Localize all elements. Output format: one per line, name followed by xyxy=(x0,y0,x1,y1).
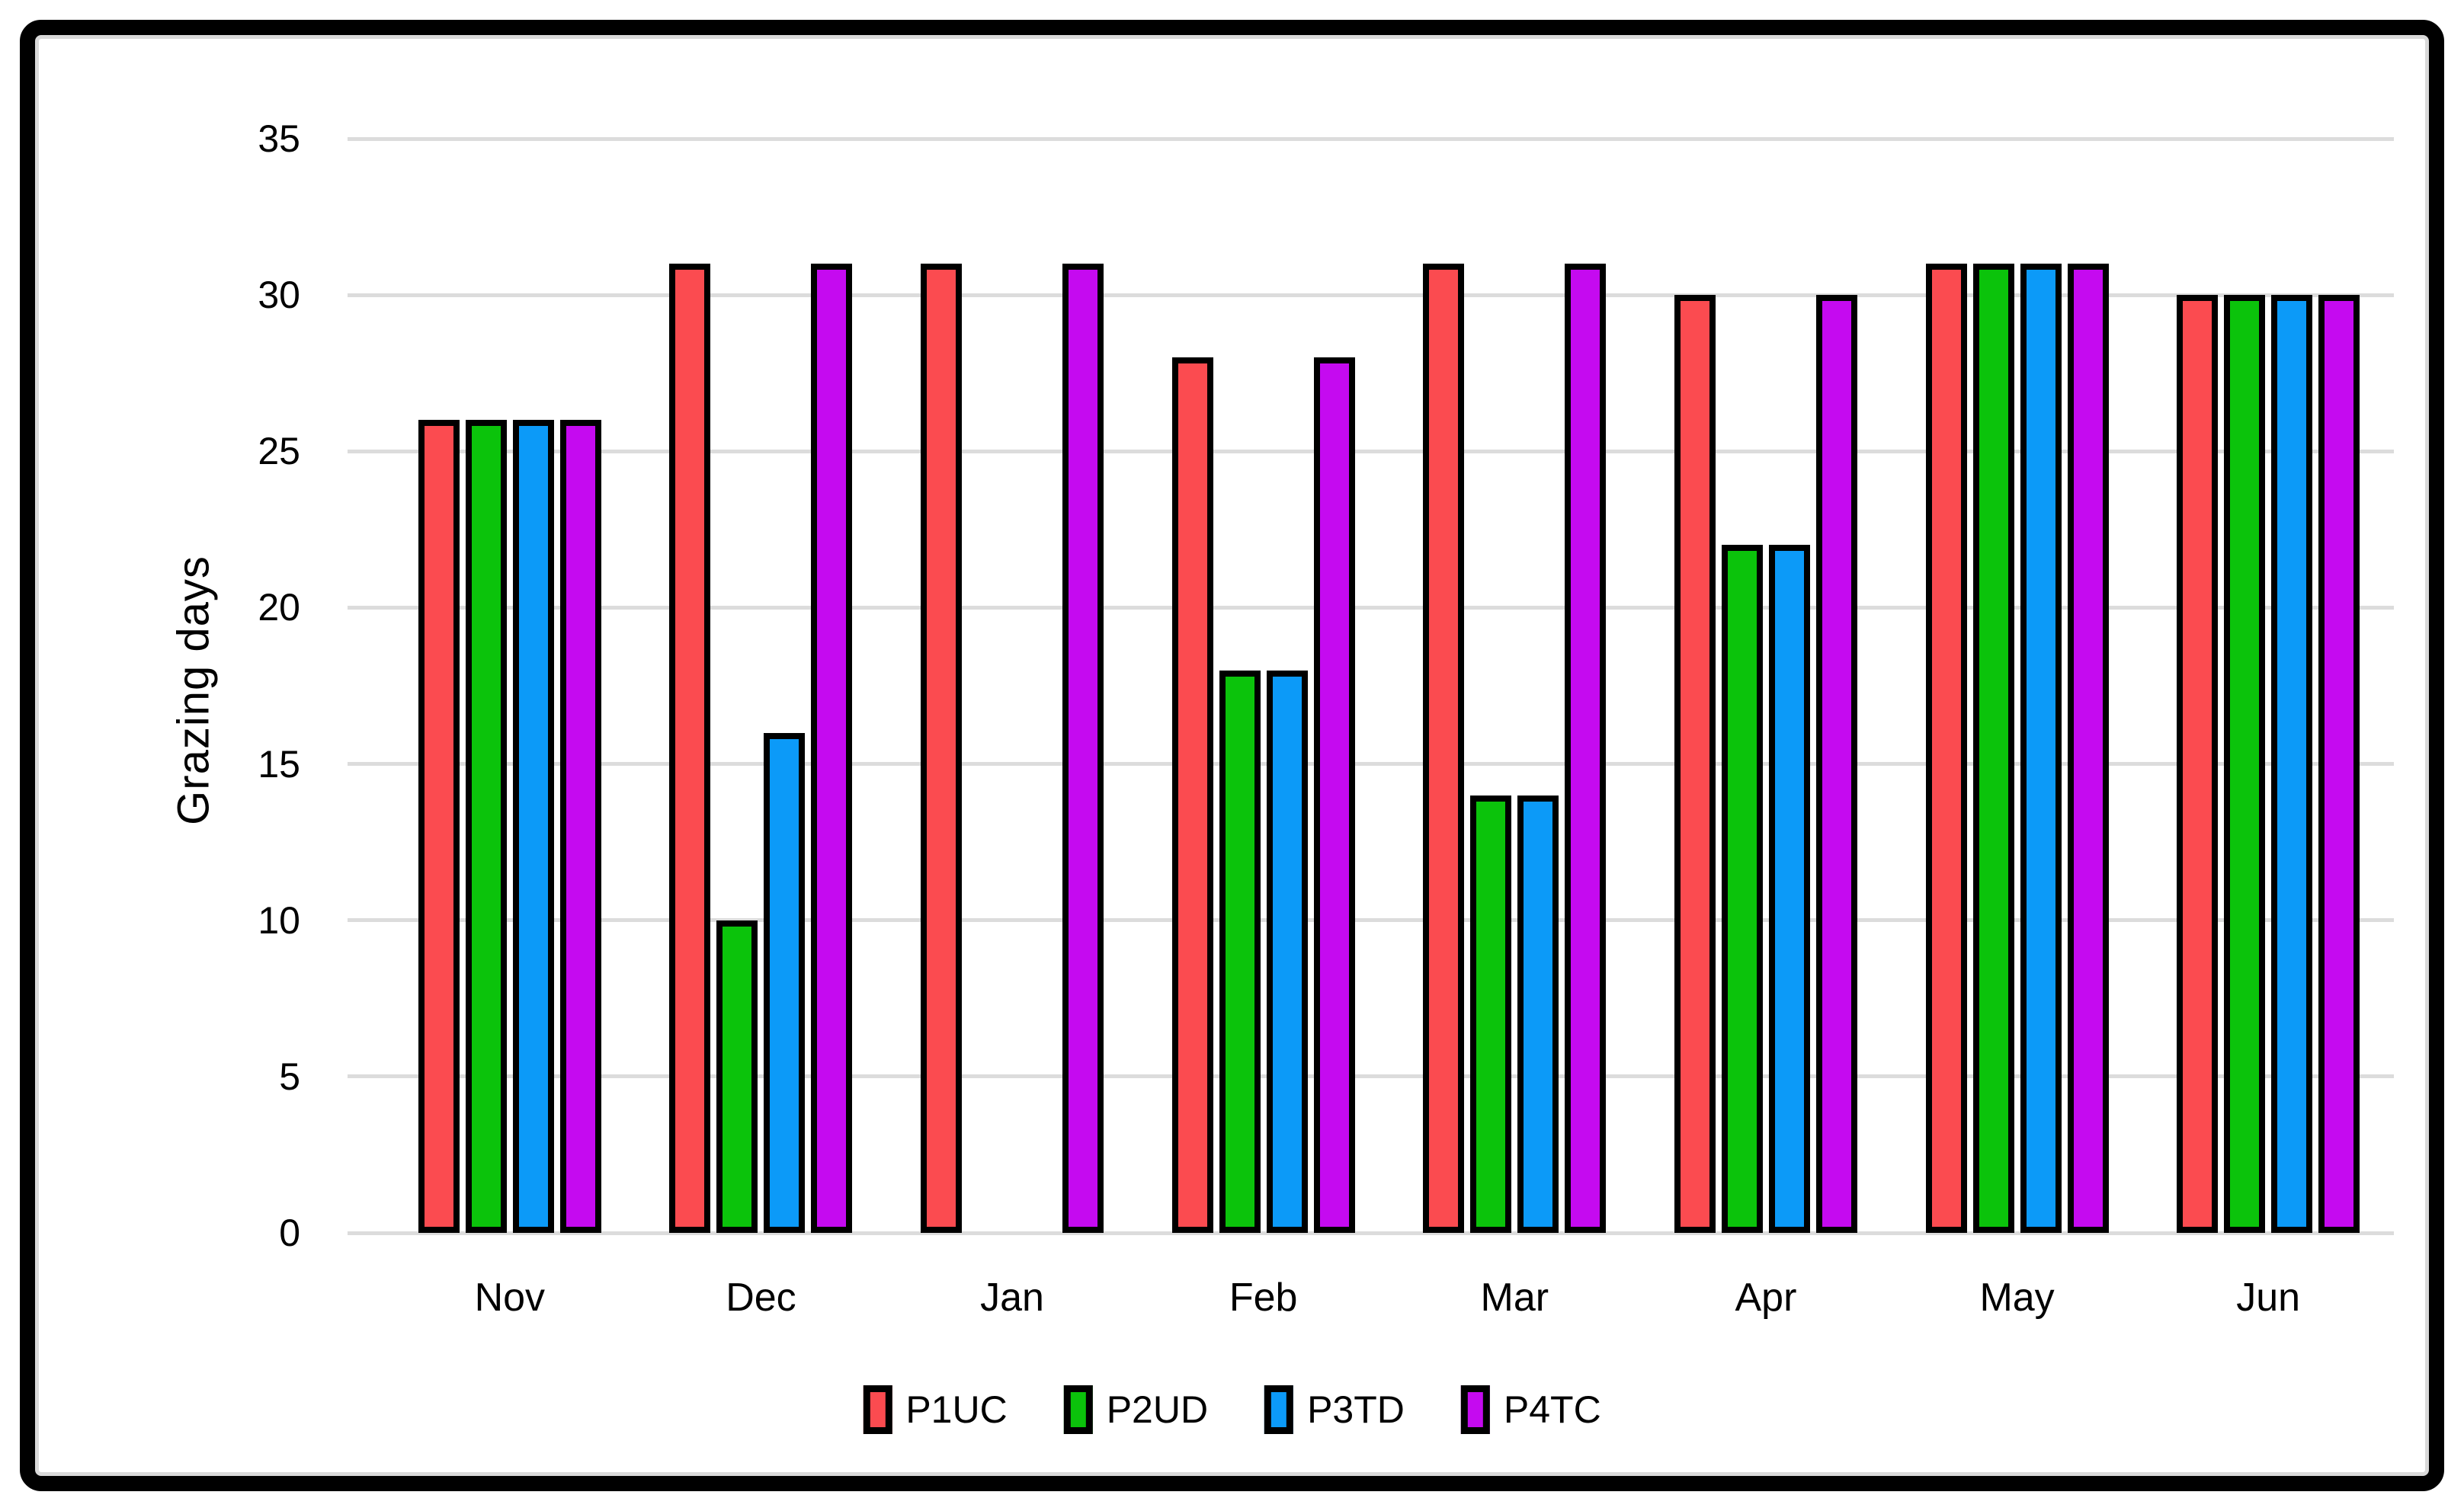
bar-p1uc-mar xyxy=(1423,264,1465,1233)
gridline-0 xyxy=(348,1231,2394,1235)
bar-p4tc-jan xyxy=(1062,264,1104,1233)
bar-p3td-feb xyxy=(1266,670,1308,1233)
x-tick-label-dec: Dec xyxy=(726,1276,796,1320)
gridline-20 xyxy=(348,605,2394,610)
bar-group-nov xyxy=(384,139,636,1233)
gridlines xyxy=(348,136,2394,1235)
bar-group-jun xyxy=(2142,139,2394,1233)
y-tick-label-20: 20 xyxy=(258,586,300,629)
bar-p1uc-may xyxy=(1925,264,1967,1233)
legend-label-p3td: P3TD xyxy=(1307,1388,1405,1431)
bar-p1uc-nov xyxy=(418,420,460,1233)
bar-p1uc-jun xyxy=(2177,295,2219,1233)
bar-group-dec xyxy=(636,139,887,1233)
bar-p2ud-may xyxy=(1972,264,2014,1233)
y-tick-label-10: 10 xyxy=(258,898,300,942)
bar-group-mar xyxy=(1389,139,1641,1233)
bar-p4tc-dec xyxy=(811,264,853,1233)
x-tick-label-jun: Jun xyxy=(2236,1276,2301,1320)
legend-item-p3td: P3TD xyxy=(1264,1385,1405,1434)
y-tick-label-25: 25 xyxy=(258,430,300,473)
bar-p1uc-apr xyxy=(1674,295,1716,1233)
bar-p4tc-mar xyxy=(1565,264,1607,1233)
y-tick-label-15: 15 xyxy=(258,742,300,786)
bar-p1uc-jan xyxy=(921,264,963,1233)
bar-p2ud-nov xyxy=(465,420,507,1233)
bar-p4tc-feb xyxy=(1313,357,1355,1233)
legend-swatch-p3td xyxy=(1264,1385,1294,1434)
legend-item-p4tc: P4TC xyxy=(1460,1385,1601,1434)
bar-p2ud-feb xyxy=(1219,670,1261,1233)
legend-swatch-p2ud xyxy=(1063,1385,1093,1434)
y-axis-title: Grazing days xyxy=(168,555,219,825)
x-tick-label-feb: Feb xyxy=(1229,1276,1298,1320)
y-tick-label-0: 0 xyxy=(279,1212,300,1254)
legend-label-p4tc: P4TC xyxy=(1503,1388,1601,1431)
bar-group-feb xyxy=(1138,139,1389,1233)
x-tick-label-nov: Nov xyxy=(474,1276,546,1320)
legend-swatch-p4tc xyxy=(1460,1385,1490,1434)
gridline-5 xyxy=(348,1074,2394,1079)
x-tick-label-mar: Mar xyxy=(1480,1276,1549,1320)
bar-p1uc-feb xyxy=(1171,357,1213,1233)
bar-group-may xyxy=(1892,139,2143,1233)
y-tick-label-35: 35 xyxy=(258,117,300,160)
gridline-30 xyxy=(348,293,2394,297)
plot-area: 0 5 10 15 20 25 30 35 xyxy=(258,120,2394,1252)
gridline-15 xyxy=(348,762,2394,767)
y-tick-label-5: 5 xyxy=(279,1055,300,1098)
legend-label-p2ud: P2UD xyxy=(1106,1388,1209,1431)
gridline-35 xyxy=(348,136,2394,141)
bar-p2ud-apr xyxy=(1721,545,1763,1233)
bar-p3td-dec xyxy=(764,732,806,1233)
legend-item-p1uc: P1UC xyxy=(863,1385,1008,1434)
bar-p2ud-jun xyxy=(2224,295,2266,1233)
bar-p4tc-jun xyxy=(2318,295,2360,1233)
gridline-10 xyxy=(348,918,2394,923)
bar-p4tc-nov xyxy=(559,420,601,1233)
y-axis-tick-labels: 0 5 10 15 20 25 30 35 xyxy=(258,120,2394,1252)
x-tick-label-apr: Apr xyxy=(1735,1276,1797,1320)
legend-item-p2ud: P2UD xyxy=(1063,1385,1209,1434)
bar-group-apr xyxy=(1640,139,1892,1233)
bar-p4tc-may xyxy=(2067,264,2109,1233)
bar-group-jan xyxy=(886,139,1138,1233)
y-tick-label-30: 30 xyxy=(258,274,300,317)
bar-p3td-mar xyxy=(1517,795,1559,1233)
bar-p4tc-apr xyxy=(1815,295,1857,1233)
bar-p3td-jun xyxy=(2271,295,2313,1233)
legend-label-p1uc: P1UC xyxy=(905,1388,1008,1431)
bar-p3td-may xyxy=(2020,264,2062,1233)
bar-p2ud-mar xyxy=(1470,795,1512,1233)
gridline-25 xyxy=(348,449,2394,453)
bar-p1uc-dec xyxy=(669,264,711,1233)
x-axis-tick-labels: Nov Dec Jan Feb Mar Apr May Jun xyxy=(384,1263,2394,1332)
chart-frame: Grazing days 0 5 10 15 20 25 30 35 Nov Dec Jan Feb… xyxy=(20,20,2444,1491)
x-tick-label-jan: Jan xyxy=(980,1276,1044,1320)
bar-groups xyxy=(384,139,2394,1233)
bar-p3td-nov xyxy=(512,420,554,1233)
x-tick-label-may: May xyxy=(1979,1276,2055,1320)
legend: P1UC P2UD P3TD P4TC xyxy=(863,1385,1601,1434)
bar-p2ud-dec xyxy=(716,920,758,1233)
bar-p3td-apr xyxy=(1768,545,1810,1233)
legend-swatch-p1uc xyxy=(863,1385,892,1434)
